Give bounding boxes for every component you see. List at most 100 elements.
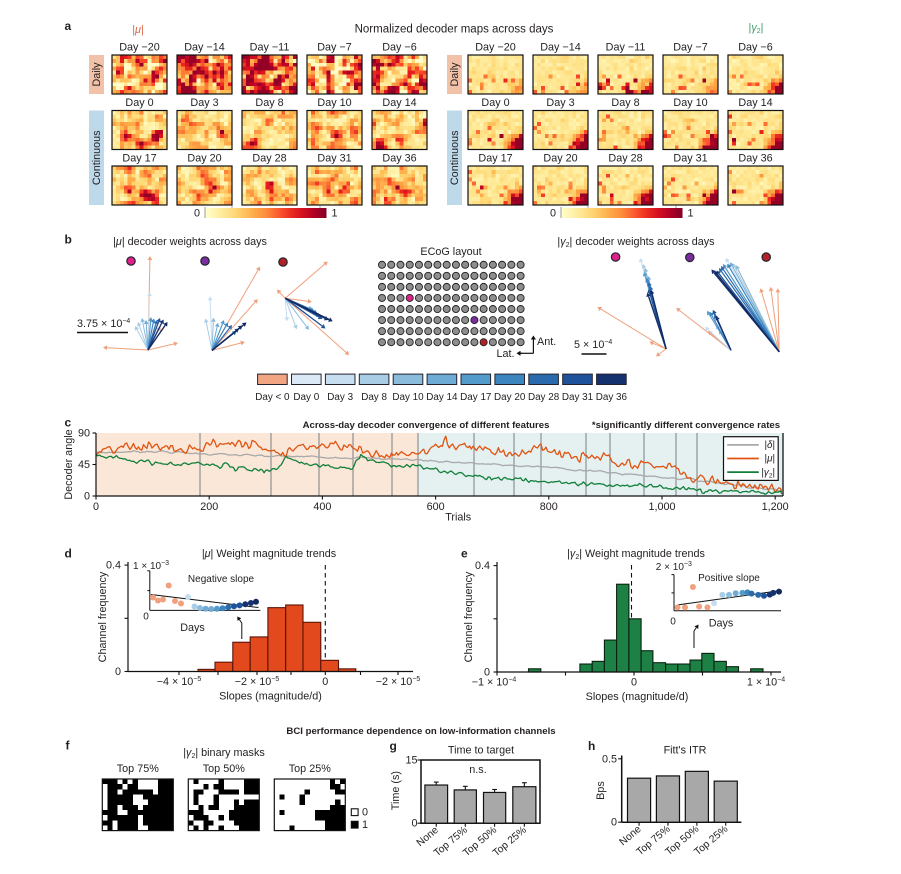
svg-text:Normalized decoder maps across: Normalized decoder maps across days	[355, 24, 554, 36]
svg-text:800: 800	[540, 501, 558, 513]
svg-text:Day 17: Day 17	[122, 153, 156, 165]
svg-text:|μ|: |μ|	[765, 454, 775, 465]
svg-text:Slopes (magnitude/d): Slopes (magnitude/d)	[219, 691, 322, 703]
svg-text:1,200: 1,200	[762, 501, 789, 513]
svg-text:Decoder angle: Decoder angle	[63, 429, 75, 499]
svg-text:0: 0	[631, 677, 637, 689]
svg-text:Day 3: Day 3	[327, 392, 353, 403]
svg-text:Across-day decoder convergence: Across-day decoder convergence of differ…	[303, 420, 550, 431]
svg-text:|μ| Weight magnitude trends: |μ| Weight magnitude trends	[202, 548, 337, 560]
svg-text:0: 0	[115, 666, 121, 678]
svg-text:Lat.: Lat.	[496, 348, 514, 360]
svg-text:b: b	[65, 233, 72, 247]
svg-text:Day −14: Day −14	[540, 42, 581, 54]
svg-text:Day 17: Day 17	[460, 392, 491, 403]
svg-text:Trials: Trials	[445, 512, 472, 524]
svg-text:e: e	[461, 547, 468, 561]
svg-text:a: a	[65, 19, 72, 33]
svg-text:c: c	[65, 416, 72, 430]
svg-text:Day 14: Day 14	[382, 97, 416, 109]
svg-text:Top 50%: Top 50%	[203, 763, 245, 775]
svg-text:0: 0	[143, 612, 149, 623]
svg-text:Top 25%: Top 25%	[289, 763, 331, 775]
svg-text:Negative slope: Negative slope	[188, 574, 255, 585]
svg-text:0: 0	[670, 617, 676, 628]
svg-text:|μ| decoder weights across day: |μ| decoder weights across days	[113, 236, 267, 248]
svg-text:Day 20: Day 20	[543, 153, 577, 165]
svg-text:Day −7: Day −7	[317, 42, 352, 54]
svg-text:Day 8: Day 8	[611, 97, 639, 109]
svg-text:Day 0: Day 0	[481, 97, 509, 109]
svg-text:Day 28: Day 28	[252, 153, 286, 165]
svg-text:Day 31: Day 31	[317, 153, 351, 165]
svg-text:*significantly different conve: *significantly different convergence rat…	[592, 420, 780, 431]
svg-text:Top 75%: Top 75%	[117, 763, 159, 775]
svg-text:ECoG layout: ECoG layout	[420, 246, 481, 258]
svg-text:Channel frequency: Channel frequency	[97, 571, 109, 662]
svg-text:Day −20: Day −20	[475, 42, 516, 54]
svg-text:Day −20: Day −20	[119, 42, 160, 54]
svg-text:Day < 0: Day < 0	[255, 392, 290, 403]
svg-text:Day 10: Day 10	[673, 97, 707, 109]
svg-text:Day 10: Day 10	[317, 97, 351, 109]
svg-text:Day −6: Day −6	[382, 42, 417, 54]
svg-text:Slopes (magnitude/d): Slopes (magnitude/d)	[586, 691, 689, 703]
svg-text:Day −14: Day −14	[184, 42, 225, 54]
svg-text:Day −7: Day −7	[673, 42, 708, 54]
svg-text:Days: Days	[709, 618, 734, 630]
svg-text:|γ2| Weight magnitude trends: |γ2| Weight magnitude trends	[567, 548, 705, 561]
svg-text:Day −11: Day −11	[606, 42, 646, 54]
svg-text:Day 8: Day 8	[361, 392, 387, 403]
svg-text:Day 28: Day 28	[608, 153, 642, 165]
svg-text:90: 90	[78, 428, 90, 440]
svg-text:Day 8: Day 8	[255, 97, 283, 109]
svg-text:1,000: 1,000	[648, 501, 675, 513]
svg-text:Day 3: Day 3	[190, 97, 218, 109]
svg-text:0: 0	[93, 501, 99, 513]
svg-text:|γ2|: |γ2|	[749, 22, 764, 35]
svg-text:1: 1	[688, 208, 694, 220]
svg-text:d: d	[65, 547, 72, 561]
svg-text:Continuous: Continuous	[91, 130, 103, 185]
svg-text:Day 20: Day 20	[494, 392, 526, 403]
svg-text:Day 20: Day 20	[187, 153, 221, 165]
svg-text:600: 600	[427, 501, 445, 513]
svg-text:0: 0	[322, 676, 328, 688]
svg-text:Day −11: Day −11	[250, 42, 290, 54]
svg-text:0: 0	[194, 208, 200, 220]
svg-text:|γ2|: |γ2|	[761, 467, 775, 479]
svg-text:|μ|: |μ|	[132, 24, 144, 36]
svg-text:Ant.: Ant.	[537, 336, 556, 348]
svg-text:Day 0: Day 0	[125, 97, 153, 109]
svg-text:Day 3: Day 3	[546, 97, 574, 109]
svg-text:Day 28: Day 28	[528, 392, 560, 403]
svg-text:|γ2| decoder weights across da: |γ2| decoder weights across days	[557, 236, 715, 249]
svg-text:0: 0	[550, 208, 556, 220]
svg-text:Daily: Daily	[449, 62, 461, 87]
svg-text:Day 31: Day 31	[562, 392, 594, 403]
svg-text:400: 400	[313, 501, 331, 513]
svg-text:|δ|: |δ|	[764, 440, 775, 451]
svg-text:Day 36: Day 36	[738, 153, 772, 165]
svg-text:Days: Days	[180, 622, 205, 634]
svg-text:45: 45	[78, 459, 90, 471]
svg-text:Day 17: Day 17	[478, 153, 512, 165]
svg-text:0: 0	[84, 491, 90, 503]
svg-text:Channel frequency: Channel frequency	[463, 571, 475, 662]
svg-text:BCI performance dependence on: BCI performance dependence on low-inform…	[286, 726, 555, 737]
svg-text:0.4: 0.4	[475, 560, 490, 572]
svg-text:Positive slope: Positive slope	[698, 573, 760, 584]
svg-text:Day 31: Day 31	[673, 153, 707, 165]
svg-text:Day 14: Day 14	[426, 392, 458, 403]
svg-text:Day 36: Day 36	[596, 392, 628, 403]
svg-text:Day 36: Day 36	[382, 153, 416, 165]
svg-text:1: 1	[332, 208, 338, 220]
svg-text:Continuous: Continuous	[449, 130, 461, 185]
svg-text:Day −6: Day −6	[738, 42, 773, 54]
svg-text:|γ2| binary masks: |γ2| binary masks	[183, 747, 265, 760]
svg-text:Daily: Daily	[91, 62, 103, 87]
svg-text:0.4: 0.4	[106, 560, 121, 572]
svg-text:200: 200	[200, 501, 218, 513]
svg-text:Day 0: Day 0	[293, 392, 319, 403]
svg-text:Day 14: Day 14	[738, 97, 772, 109]
